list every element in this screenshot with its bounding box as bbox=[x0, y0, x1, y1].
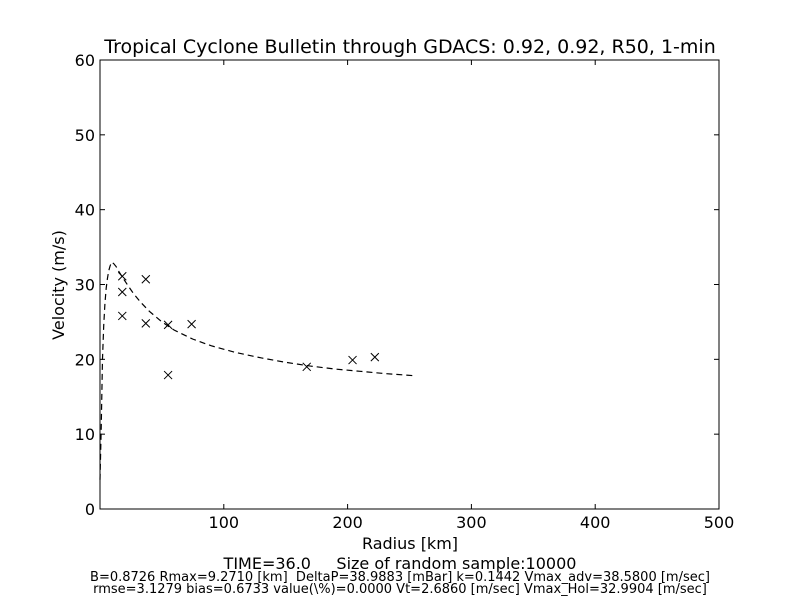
footer-parameters: B=0.8726 Rmax=9.2710 [km] DeltaP=38.9883… bbox=[90, 570, 710, 585]
footer-time-sample: TIME=36.0 Size of random sample:10000 bbox=[223, 554, 577, 573]
x-tick-label: 100 bbox=[209, 513, 240, 532]
x-tick-label: 300 bbox=[456, 513, 487, 532]
y-tick-label: 50 bbox=[75, 126, 95, 145]
y-tick-label: 60 bbox=[75, 51, 95, 70]
x-tick-label: 400 bbox=[580, 513, 611, 532]
plot-frame bbox=[99, 59, 720, 510]
y-tick-label: 10 bbox=[75, 425, 95, 444]
y-tick-label: 0 bbox=[85, 500, 95, 519]
data-point bbox=[163, 370, 173, 380]
data-point bbox=[187, 319, 196, 329]
x-tick-label: 200 bbox=[332, 513, 363, 532]
data-point bbox=[348, 355, 357, 365]
data-point bbox=[302, 362, 312, 372]
chart-title: Tropical Cyclone Bulletin through GDACS:… bbox=[103, 36, 716, 58]
profile-line bbox=[99, 261, 416, 480]
data-point bbox=[117, 311, 127, 321]
y-tick-label: 30 bbox=[75, 276, 95, 295]
data-point bbox=[117, 287, 127, 297]
x-axis-label: Radius [km] bbox=[362, 534, 458, 553]
data-point bbox=[141, 319, 151, 328]
y-tick-label: 20 bbox=[75, 350, 95, 369]
footer-statistics: rmse=3.1279 bias=0.6733 value(\%)=0.0000… bbox=[93, 582, 707, 597]
x-tick-label: 500 bbox=[704, 513, 735, 532]
y-axis-label: Velocity (m/s) bbox=[49, 230, 68, 340]
data-point bbox=[117, 271, 127, 281]
data-point bbox=[370, 352, 380, 362]
plot-area: 100 200 300 400 500 0 10 20 30 40 50 60 bbox=[75, 51, 735, 532]
data-point bbox=[163, 320, 173, 330]
data-point bbox=[141, 274, 151, 284]
y-tick-label: 40 bbox=[75, 201, 95, 220]
